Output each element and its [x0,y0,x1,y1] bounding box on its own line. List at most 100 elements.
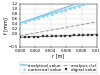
analysis r(x) [90,22,92,23]
analysis r(x) [35,32,36,33]
analysis r(x) [29,33,30,34]
digital value [92,34,93,35]
digital value [24,37,25,38]
Line: digital value: digital value [19,34,98,38]
analytical value [69,6,70,7]
numerical value [74,7,75,8]
analysis r(x) [86,23,88,24]
analysis r(x) [55,29,56,30]
digital value [69,35,70,36]
analytical value [41,15,42,16]
analysis r(x) [25,34,26,35]
analytical value [53,11,54,12]
analytical value [65,7,66,8]
numerical value [83,4,84,5]
analytical value [75,4,76,5]
analytical value [77,3,78,4]
analytical value [31,19,32,20]
numerical value [42,16,43,17]
digital value [74,35,75,36]
analysis r(x) [37,32,38,33]
analysis r(x) [69,26,70,27]
digital value [33,36,34,37]
analysis r(x) [73,26,74,27]
numerical value [51,13,52,14]
analytical value [47,13,48,14]
analytical value [33,18,34,19]
numerical value [19,23,21,24]
analysis r(x) [31,33,32,34]
analytical value [25,21,26,22]
X-axis label: r [m]: r [m] [52,53,65,58]
analytical value [21,22,23,23]
numerical value [24,21,25,22]
digital value [78,35,80,36]
analytical value [63,8,64,9]
numerical value [33,19,34,20]
analysis r(x) [65,27,66,28]
analytical value [51,12,52,13]
analysis r(x) [49,30,50,31]
digital value [83,35,84,36]
analysis r(x) [59,28,60,29]
numerical value [65,9,66,10]
numerical value [38,17,39,18]
digital value [65,35,66,36]
analytical value [23,21,24,22]
analysis r(x) [75,25,76,26]
analytical value [73,4,74,5]
digital value [28,36,30,37]
analysis r(x) [88,23,90,24]
analytical value [83,1,84,2]
numerical value [96,0,98,1]
analytical value [19,23,21,24]
analysis r(x) [96,21,98,22]
numerical value [47,15,48,16]
analysis r(x) [77,25,78,26]
analytical value [67,6,68,7]
analytical value [61,8,62,9]
analytical value [29,19,30,20]
analytical value [59,9,60,10]
analysis r(x) [27,34,28,35]
analysis r(x) [61,28,62,29]
numerical value [60,11,61,12]
analysis r(x) [21,35,23,36]
analysis r(x) [43,31,44,32]
numerical value [78,5,80,6]
analytical value [27,20,28,21]
analysis r(x) [94,22,96,23]
analysis r(x) [41,31,42,32]
Line: numerical value: numerical value [19,0,98,24]
analytical value [35,17,36,18]
analysis r(x) [57,28,58,29]
numerical value [28,20,30,21]
analysis r(x) [67,27,68,28]
analysis r(x) [71,26,72,27]
analysis r(x) [92,22,94,23]
analytical value [86,0,88,1]
analytical value [39,16,40,17]
analysis r(x) [83,24,84,25]
digital value [51,36,52,37]
analysis r(x) [63,27,64,28]
Line: analytical value: analytical value [20,0,97,23]
digital value [87,34,88,35]
analytical value [45,14,46,15]
digital value [19,37,21,38]
analysis r(x) [39,32,40,33]
analysis r(x) [47,30,48,31]
analysis r(x) [53,29,54,30]
analysis r(x) [19,35,21,36]
digital value [42,36,43,37]
analytical value [85,0,86,1]
digital value [38,36,39,37]
numerical value [87,3,88,4]
digital value [47,36,48,37]
digital value [60,35,61,36]
numerical value [69,8,70,9]
analysis r(x) [33,33,34,34]
numerical value [56,12,57,13]
Line: analysis r(x): analysis r(x) [20,22,97,36]
Y-axis label: f [mm]: f [mm] [3,17,8,34]
